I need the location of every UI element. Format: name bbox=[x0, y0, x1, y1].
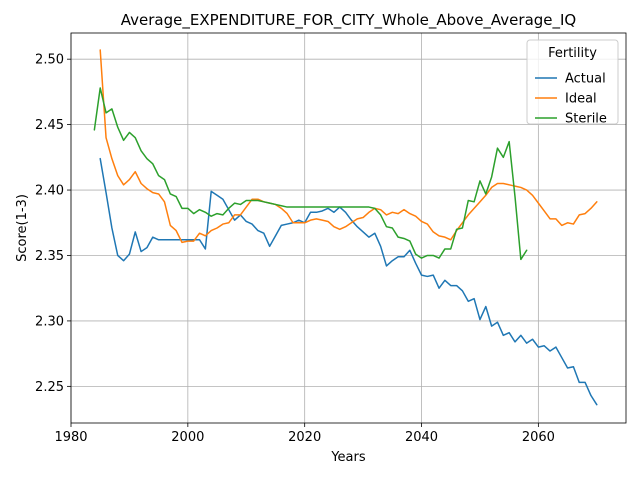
x-tick-label: 2000 bbox=[171, 430, 204, 445]
x-tick-label: 2040 bbox=[405, 430, 438, 445]
x-axis-label: Years bbox=[330, 450, 366, 465]
y-axis-label: Score(1-3) bbox=[15, 194, 30, 262]
chart-title: Average_EXPENDITURE_FOR_CITY_Whole_Above… bbox=[121, 11, 577, 30]
x-tick-label: 2020 bbox=[288, 430, 321, 445]
y-tick-label: 2.40 bbox=[35, 184, 64, 199]
legend-label-actual: Actual bbox=[565, 72, 606, 87]
y-tick-label: 2.30 bbox=[35, 314, 64, 329]
y-tick-label: 2.50 bbox=[35, 53, 64, 68]
y-tick-label: 2.45 bbox=[35, 118, 64, 133]
x-tick-label: 2060 bbox=[522, 430, 555, 445]
legend-title: Fertility bbox=[548, 46, 597, 61]
legend-label-sterile: Sterile bbox=[565, 112, 607, 127]
y-tick-label: 2.35 bbox=[35, 249, 64, 264]
legend: Fertility Actual Ideal Sterile bbox=[527, 40, 618, 127]
legend-label-ideal: Ideal bbox=[565, 92, 597, 107]
y-tick-label: 2.25 bbox=[35, 380, 64, 395]
x-tick-label: 1980 bbox=[54, 430, 87, 445]
